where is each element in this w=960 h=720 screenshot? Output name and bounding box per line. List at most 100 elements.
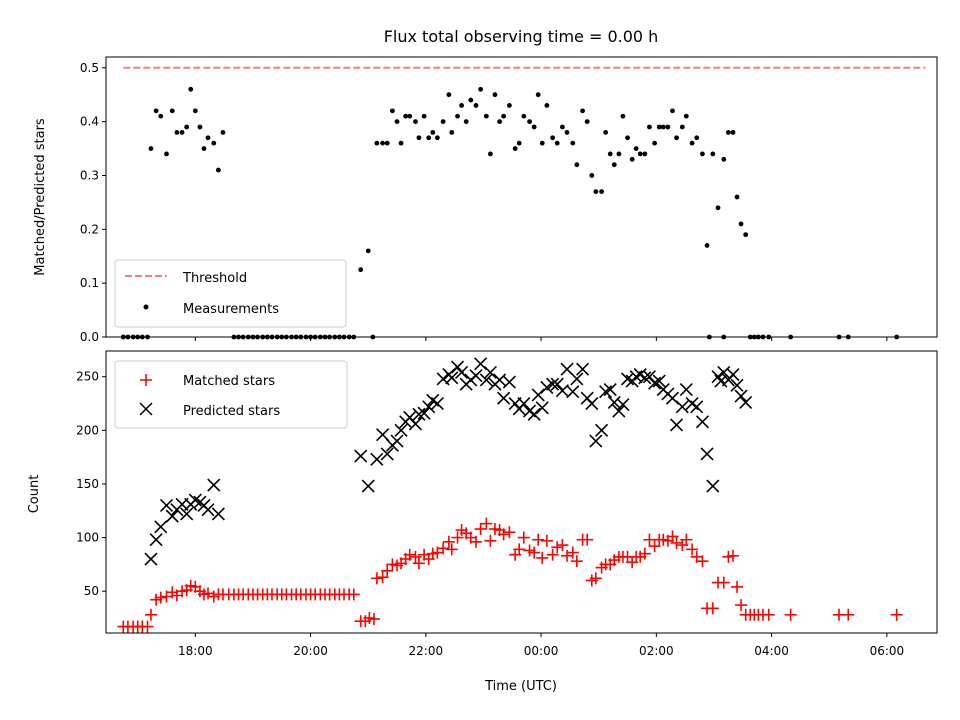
bottom-plot-frame: [105, 350, 938, 634]
matched-point: [561, 549, 574, 562]
predicted-point: [589, 434, 603, 448]
measurement-point: [188, 86, 194, 92]
measurement-point: [570, 140, 576, 146]
measurement-point: [430, 129, 436, 135]
predicted-point: [354, 449, 368, 463]
measurement-point: [434, 135, 440, 141]
measurement-point: [426, 135, 432, 141]
measurement-point: [468, 97, 474, 103]
matched-point: [735, 599, 748, 612]
predicted-point: [502, 375, 516, 389]
measurement-point: [560, 124, 565, 130]
measurement-point: [158, 113, 164, 119]
matched-point: [141, 620, 154, 633]
bottom-y-tick-label: 200: [76, 423, 99, 437]
bottom-y-tick-label: 150: [76, 477, 99, 491]
predicted-point: [730, 378, 744, 392]
predicted-point: [474, 357, 488, 371]
matched-point: [154, 591, 167, 604]
bottom-plot-content: [117, 357, 903, 633]
measurement-point: [374, 140, 380, 146]
predicted-point: [380, 447, 394, 461]
matched-point: [403, 548, 416, 561]
measurement-point: [521, 113, 527, 119]
measurement-point: [421, 113, 427, 119]
legend-predicted-label: Predicted stars: [183, 404, 280, 419]
measurement-point: [620, 113, 626, 119]
matched-point: [381, 564, 394, 577]
matched-point: [445, 543, 458, 556]
predicted-point: [211, 507, 225, 521]
measurement-point: [478, 86, 483, 92]
measurement-point: [656, 124, 662, 130]
predicted-point: [734, 389, 748, 403]
measurement-point: [201, 146, 207, 151]
predicted-point: [638, 371, 652, 385]
predicted-point: [376, 428, 390, 442]
measurement-point: [220, 129, 226, 135]
bottom-x-tick-label: 00:00: [524, 644, 559, 658]
matched-point: [540, 534, 553, 547]
legend-measurements-label: Measurements: [183, 302, 279, 317]
matched-point: [680, 533, 693, 546]
bottom-y-axis: 50 100 150 200 250: [76, 370, 106, 598]
bottom-y-tick-label: 250: [76, 370, 99, 384]
measurement-point: [192, 108, 198, 114]
measurement-point: [715, 205, 721, 211]
measurement-point: [550, 135, 556, 141]
measurement-point: [637, 151, 643, 157]
matched-point: [451, 531, 464, 544]
measurement-point: [679, 124, 685, 130]
measurement-point: [738, 221, 744, 227]
predicted-point: [675, 400, 689, 414]
measurement-point: [574, 162, 580, 168]
predicted-point: [739, 395, 753, 410]
top-plot-content: [120, 66, 926, 340]
matched-point: [706, 602, 719, 615]
matched-point: [731, 580, 744, 593]
measurement-point: [633, 146, 639, 151]
measurement-point: [416, 135, 422, 141]
bottom-x-tick-label: 20:00: [293, 644, 328, 658]
measurement-point: [413, 119, 418, 125]
predicted-point: [603, 383, 617, 397]
measurement-point: [611, 162, 617, 168]
measurement-point: [215, 167, 221, 173]
measurement-point: [593, 189, 599, 195]
predicted-point: [517, 396, 531, 411]
measurement-point: [148, 146, 154, 151]
measurement-point: [487, 151, 493, 157]
matched-point: [409, 550, 422, 563]
top-legend-box: [114, 259, 347, 328]
measurement-point: [625, 135, 630, 141]
bottom-y-tick-label: 100: [76, 531, 99, 545]
measurement-point: [483, 113, 489, 119]
bottom-x-tick-label: 06:00: [870, 644, 905, 658]
predicted-point: [497, 391, 511, 405]
top-plot-frame: [105, 56, 938, 338]
measurement-point: [670, 108, 675, 114]
measurement-point: [564, 129, 570, 135]
measurement-point: [153, 108, 159, 114]
bottom-x-tick-label: 18:00: [178, 644, 213, 658]
top-y-axis-label: Matched/Predicted stars: [33, 118, 48, 276]
matched-point: [556, 539, 569, 552]
measurement-point: [184, 124, 190, 130]
predicted-point: [717, 365, 731, 380]
predicted-point: [188, 493, 202, 507]
measurement-point: [394, 119, 400, 125]
measurement-point: [554, 140, 560, 146]
measurement-point: [407, 113, 413, 119]
measurement-point: [660, 124, 666, 130]
bottom-x-tick-label: 22:00: [409, 644, 444, 658]
measurement-point: [446, 92, 452, 98]
bottom-x-tick-label: 04:00: [754, 644, 789, 658]
x-axis-label: Time (UTC): [484, 679, 557, 694]
top-y-tick-label: 0.1: [80, 276, 99, 290]
matched-point: [570, 555, 583, 568]
top-x-ticks: [194, 337, 888, 341]
measurement-point: [497, 119, 503, 125]
predicted-point: [165, 509, 179, 523]
measurement-point: [164, 151, 169, 157]
